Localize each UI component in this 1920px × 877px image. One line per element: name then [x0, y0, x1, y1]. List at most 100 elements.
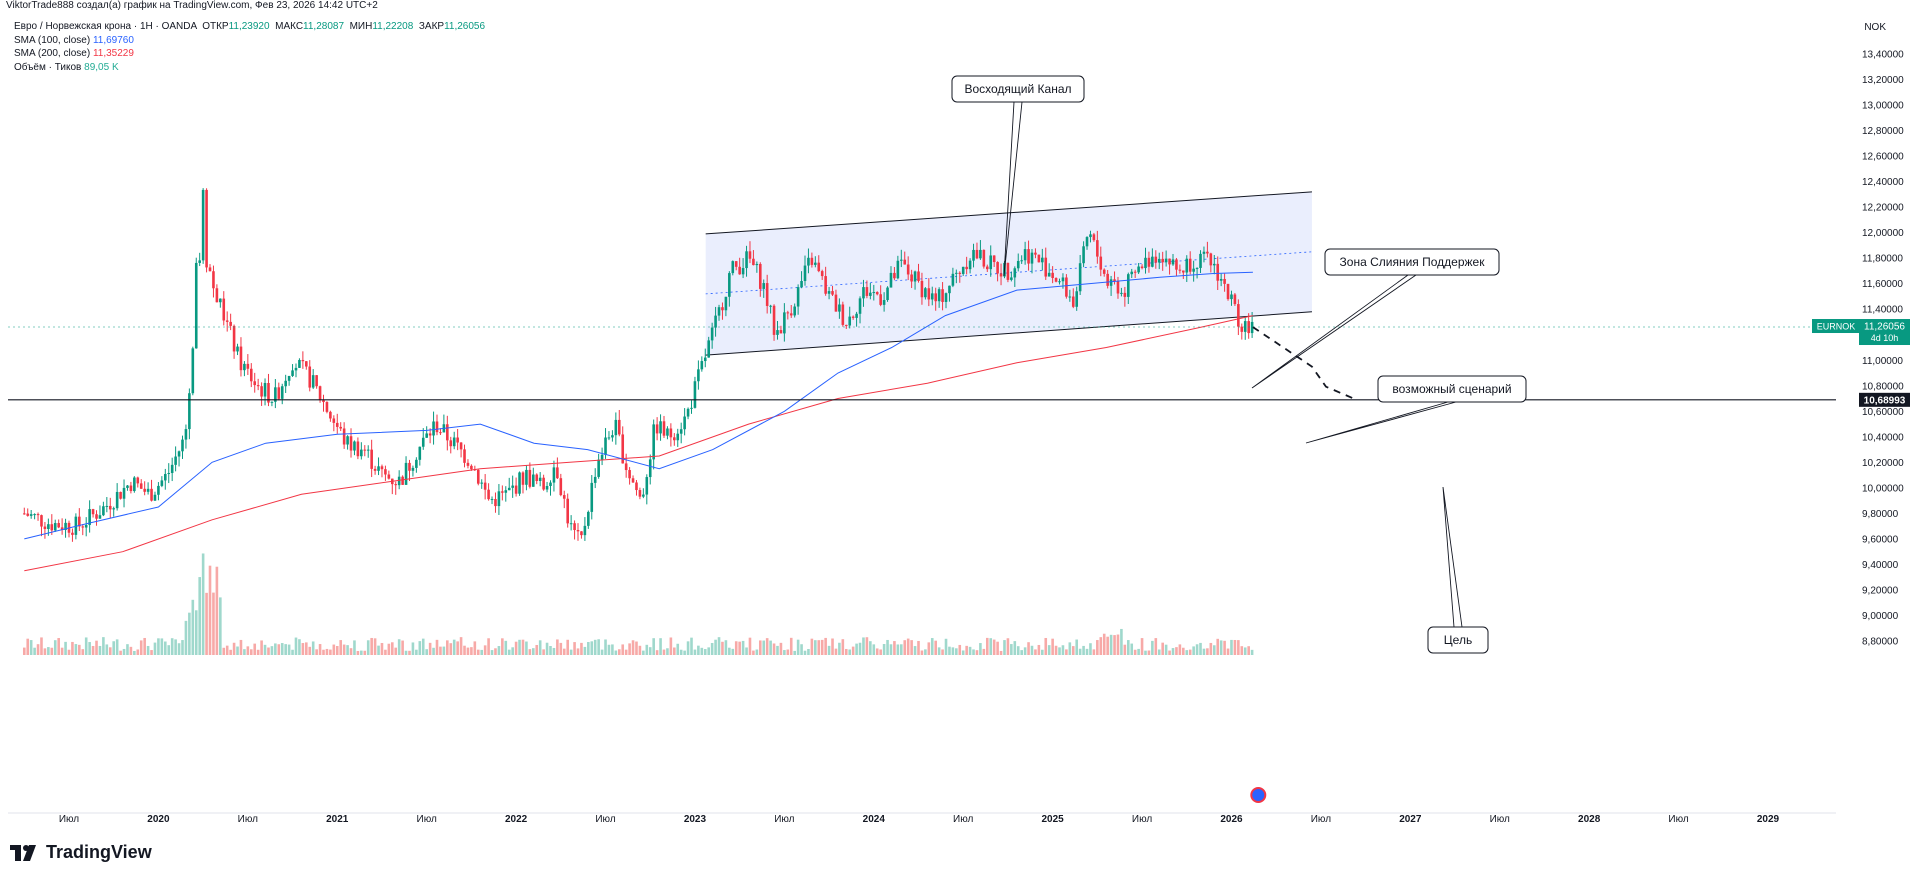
- candle-body: [380, 466, 384, 470]
- candle-body: [150, 488, 153, 501]
- volume-bar: [470, 647, 473, 655]
- volume-bar: [992, 639, 996, 655]
- candle-body: [459, 442, 463, 450]
- sma100-value: 11,69760: [92, 34, 134, 46]
- candle-body: [322, 400, 325, 403]
- price-tick-label: 8,80000: [1862, 637, 1899, 648]
- volume-bar: [538, 640, 542, 655]
- callout-ascending-channel[interactable]: Восходящий Канал: [951, 75, 1085, 277]
- candle-body: [817, 262, 821, 272]
- volume-bar: [473, 641, 477, 655]
- candle-body: [786, 312, 790, 314]
- callout-text: Зона Слияния Поддержек: [1340, 255, 1486, 269]
- volume-bar: [1113, 635, 1116, 655]
- volume-bar: [483, 645, 487, 655]
- volume-bar: [893, 641, 896, 655]
- volume-bar: [243, 649, 246, 655]
- symbol-name[interactable]: Евро / Норвежская крона · 1Н · OANDA: [14, 21, 197, 32]
- volume-bar: [98, 645, 102, 655]
- volume-bar: [1082, 645, 1085, 655]
- candle-body: [1085, 237, 1089, 247]
- channel-top-line[interactable]: [705, 191, 1312, 235]
- symbol-ohlc-row[interactable]: Евро / Норвежская крона · 1Н · OANDA ОТК…: [14, 20, 485, 34]
- candle-body: [924, 288, 927, 298]
- volume-bar: [366, 640, 370, 655]
- sma100-row[interactable]: SMA (100, close) 11,69760: [14, 34, 485, 48]
- price-tick-label: 11,00000: [1862, 356, 1903, 367]
- callout-target[interactable]: Цель: [1427, 486, 1489, 654]
- candle-body: [57, 523, 60, 528]
- volume-bar: [1003, 640, 1006, 655]
- callout-pointer: [1305, 401, 1457, 444]
- volume-bar: [232, 642, 236, 655]
- chart-logo-icon[interactable]: [1250, 787, 1267, 803]
- candle-body: [900, 259, 903, 261]
- volume-bar: [1061, 645, 1065, 655]
- volume-bar: [827, 645, 831, 655]
- candle-body: [1130, 271, 1134, 275]
- volume-bar: [1130, 643, 1134, 655]
- volume-bar: [1199, 642, 1202, 655]
- candle-body: [504, 490, 508, 493]
- volume-bar: [84, 637, 88, 655]
- volume-bar: [635, 641, 638, 655]
- volume-bar: [308, 646, 312, 655]
- symbol-tag-text: EURNOK: [1817, 322, 1856, 332]
- candle-body: [1202, 251, 1206, 254]
- volume-bar: [397, 639, 401, 655]
- candle-body: [748, 251, 752, 259]
- volume-bar: [1051, 638, 1054, 655]
- volume-row[interactable]: Объём · Тиков 89,05 K: [14, 61, 485, 75]
- volume-bar: [325, 648, 329, 655]
- volume-bar: [1013, 641, 1017, 655]
- volume-bar: [1188, 649, 1192, 655]
- candle-body: [346, 436, 349, 445]
- callout-possible-scenario[interactable]: возможный сценарий: [1305, 375, 1527, 444]
- volume-bar: [373, 638, 377, 655]
- candle-body: [466, 462, 470, 466]
- volume-bar: [624, 649, 628, 655]
- candle-body: [875, 292, 879, 295]
- sma200-row[interactable]: SMA (200, close) 11,35229: [14, 47, 485, 61]
- channel-bottom-line[interactable]: [705, 311, 1312, 356]
- volume-bar: [346, 645, 349, 655]
- candle-body: [301, 359, 305, 362]
- volume-bar: [480, 649, 484, 655]
- candle-body: [1089, 234, 1092, 238]
- candle-body: [191, 348, 195, 394]
- callout-pointer: [1251, 274, 1417, 389]
- volume-bar: [222, 647, 226, 655]
- volume-bar: [638, 645, 642, 655]
- volume-bar: [631, 640, 635, 655]
- candle-body: [404, 462, 408, 485]
- price-axis[interactable]: 13,40000 13,20000 13,00000 12,80000 12,60000…: [1862, 50, 1904, 648]
- volume-bar: [78, 644, 81, 655]
- time-axis[interactable]: Июл 2020 Июл 2021 Июл 2022 Июл 2023 Июл 2024 Июл 20…: [59, 814, 1780, 825]
- volume-bar: [542, 649, 545, 655]
- volume-bar: [607, 644, 611, 655]
- volume-bar: [535, 644, 539, 655]
- scenario-path[interactable]: [1252, 326, 1358, 401]
- candle-body: [373, 468, 377, 471]
- candle-body: [752, 258, 755, 266]
- candle-body: [903, 259, 907, 265]
- volume-bar: [239, 639, 243, 655]
- volume-bar: [329, 649, 332, 655]
- callout-support-confluence[interactable]: Зона Слияния Поддержек: [1251, 248, 1500, 389]
- candle-body: [501, 491, 504, 493]
- time-tick-label: Июл: [1132, 814, 1152, 825]
- volume-bar: [776, 645, 779, 655]
- candle-body: [74, 516, 78, 535]
- candle-body: [88, 509, 91, 525]
- candle-body: [370, 449, 373, 469]
- volume-bar: [136, 649, 140, 655]
- candle-body: [480, 482, 484, 484]
- volume-bar: [545, 642, 549, 655]
- volume-bar: [356, 650, 360, 655]
- time-tick-label: Июл: [595, 814, 615, 825]
- candle-body: [693, 381, 697, 408]
- currency-label[interactable]: NOK: [1864, 22, 1886, 33]
- candle-body: [707, 340, 711, 358]
- volume-bar: [982, 648, 986, 655]
